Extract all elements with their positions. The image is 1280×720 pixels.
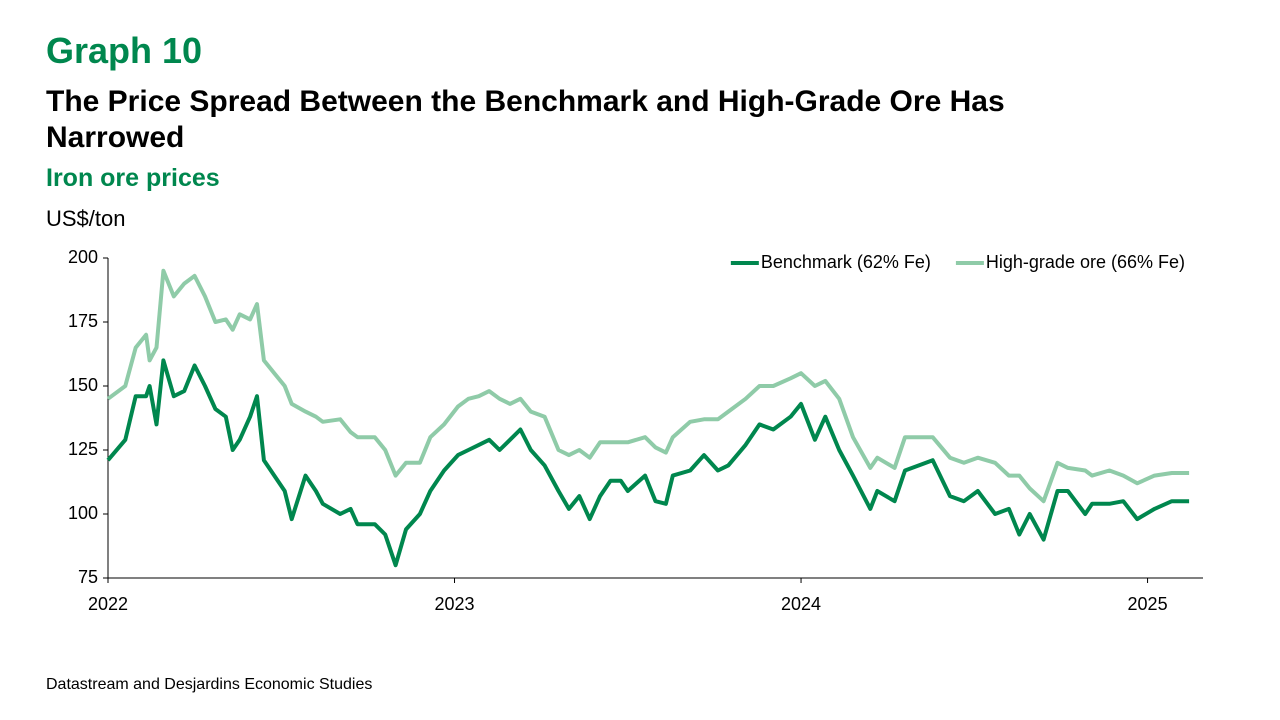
y-tick-label: 200 — [68, 247, 98, 267]
y-tick-label: 125 — [68, 439, 98, 459]
chart-subtitle: Iron ore prices — [46, 164, 220, 192]
y-tick-label: 100 — [68, 503, 98, 523]
y-tick-label: 75 — [78, 567, 98, 587]
y-tick-label: 150 — [68, 375, 98, 395]
x-tick-label: 2023 — [434, 594, 474, 614]
legend-label: Benchmark (62% Fe) — [761, 252, 931, 272]
graph-label: Graph 10 — [46, 30, 203, 71]
legend-label: High-grade ore (66% Fe) — [986, 252, 1185, 272]
line — [106, 268, 1190, 504]
y-tick-label: 175 — [68, 311, 98, 331]
chart-title: The Price Spread Between the Benchmark a… — [46, 85, 1005, 154]
x-tick-label: 2022 — [88, 594, 128, 614]
x-tick-label: 2024 — [781, 594, 821, 614]
x-tick-label: 2025 — [1128, 594, 1168, 614]
line — [106, 358, 1190, 568]
source: Datastream and Desjardins Economic Studi… — [46, 676, 373, 693]
y-axis-label: US$/ton — [46, 206, 126, 231]
